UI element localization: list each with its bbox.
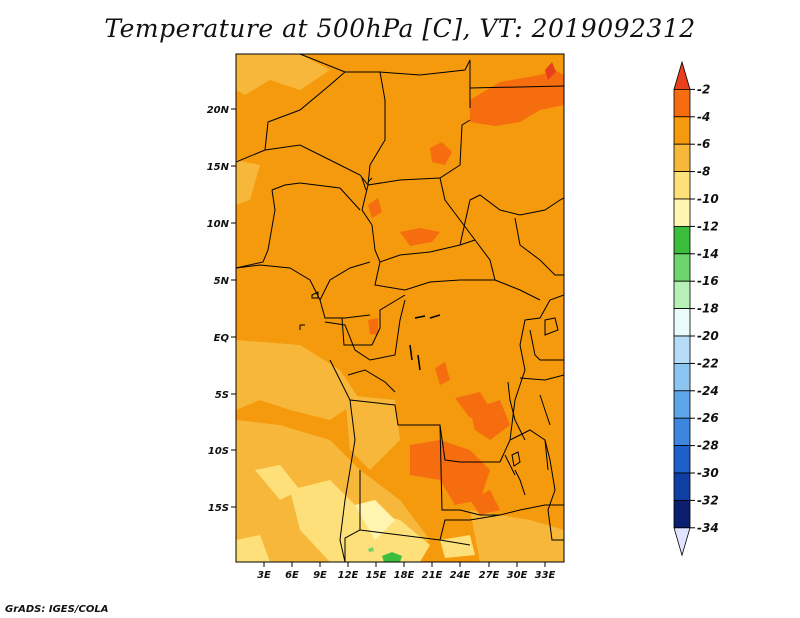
lat-label: 15N <box>207 162 230 173</box>
colorbar-cell <box>673 445 691 474</box>
colorbar-cell <box>673 171 691 200</box>
colorbar-top-arrow <box>673 60 691 90</box>
colorbar-label: -4 <box>697 110 710 124</box>
lon-label: 27E <box>479 570 500 581</box>
colorbar-label: -30 <box>697 466 719 480</box>
lon-label: 15E <box>366 570 387 581</box>
colorbar-label: -10 <box>697 192 719 206</box>
grads-credit: GrADS: IGES/COLA <box>5 604 109 615</box>
colorbar-label: -32 <box>697 493 719 507</box>
colorbar-cell <box>673 225 691 255</box>
lon-label: 30E <box>507 570 528 581</box>
colorbar-label: -22 <box>697 356 719 370</box>
lon-label: 3E <box>257 570 271 581</box>
colorbar-label: -12 <box>697 219 719 233</box>
colorbar-bottom-arrow <box>673 527 691 557</box>
lat-label: 10N <box>207 219 230 230</box>
lon-label: 12E <box>338 570 359 581</box>
temperature-map <box>236 54 564 562</box>
lon-label: 6E <box>285 570 299 581</box>
colorbar-label: -18 <box>697 302 719 316</box>
colorbar-label: -34 <box>697 521 719 535</box>
colorbar-label: -24 <box>697 384 719 398</box>
colorbar-label: -6 <box>697 137 710 151</box>
colorbar-cell <box>673 253 691 282</box>
colorbar-label: -20 <box>697 329 719 343</box>
colorbar-legend: -2 -4 -6 -8 -10 -12 -14 -16 -18 -20 -22 -24 -26 -28 -3… <box>673 60 719 557</box>
colorbar-cell <box>673 198 691 227</box>
colorbar-cell <box>673 116 691 145</box>
colorbar-cell <box>673 143 691 172</box>
lon-label: 21E <box>422 570 443 581</box>
colorbar-label: -2 <box>697 82 710 96</box>
colorbar-cell <box>673 89 691 118</box>
colorbar-label: -14 <box>697 247 719 261</box>
colorbar-cell <box>673 499 691 529</box>
latitude-axis: 20N 15N 10N 5N EQ 5S 10S 15S <box>207 105 236 514</box>
colorbar-cell <box>673 335 691 364</box>
longitude-axis: 3E 6E 9E 12E 15E 18E 21E 24E 27E 30E 33E <box>257 562 556 581</box>
colorbar-cell <box>673 308 691 337</box>
lat-label: EQ <box>214 333 230 344</box>
colorbar-label: -16 <box>697 274 719 288</box>
lon-label: 9E <box>313 570 327 581</box>
colorbar-cell <box>673 280 691 310</box>
colorbar-cell <box>673 390 691 419</box>
colorbar-label: -28 <box>697 439 719 453</box>
colorbar-label: -8 <box>697 165 710 179</box>
lat-label: 20N <box>207 105 230 116</box>
map-frame <box>235 53 565 563</box>
map-title: Temperature at 500hPa [C], VT: 201909231… <box>104 14 696 43</box>
lat-label: 5N <box>214 276 230 287</box>
lat-label: 10S <box>208 446 229 457</box>
colorbar-cell <box>673 472 691 501</box>
colorbar-cell <box>673 362 691 392</box>
lon-label: 24E <box>450 570 471 581</box>
colorbar-cell <box>673 417 691 447</box>
lon-label: 33E <box>535 570 556 581</box>
lat-label: 15S <box>208 503 229 514</box>
lat-label: 5S <box>215 390 229 401</box>
lon-label: 18E <box>394 570 415 581</box>
colorbar-label: -26 <box>697 411 719 425</box>
